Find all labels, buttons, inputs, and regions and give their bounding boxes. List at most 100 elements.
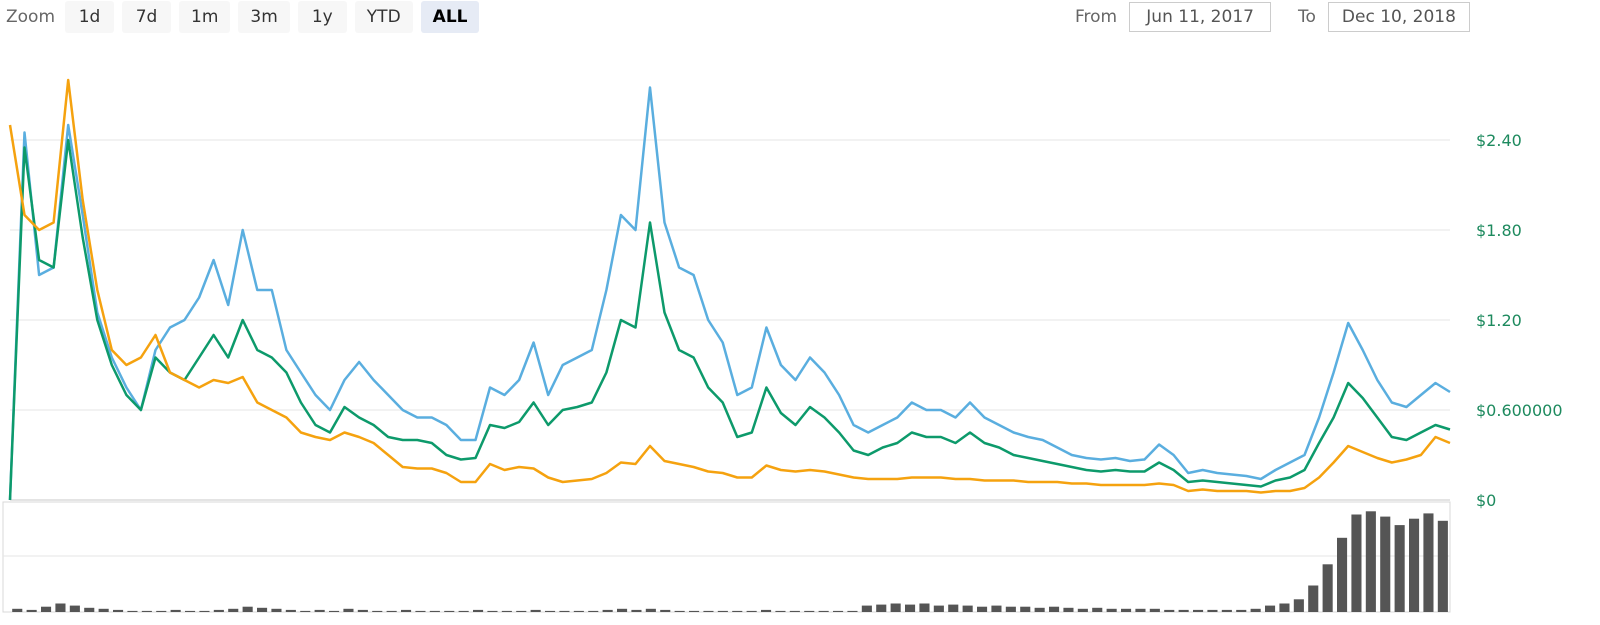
volume-bar xyxy=(473,609,484,612)
series-lines xyxy=(8,78,1451,501)
volume-bar xyxy=(1221,609,1232,612)
volume-bar xyxy=(818,610,829,612)
volume-bar xyxy=(689,610,700,612)
volume-bar xyxy=(156,610,167,612)
volume-bar xyxy=(977,606,988,612)
volume-bar xyxy=(530,609,541,612)
to-label: To xyxy=(1298,7,1316,27)
volume-bar xyxy=(1049,606,1060,612)
y-axis-labels: $0 $0.600000 $1.20 $1.80 $2.40 xyxy=(1476,131,1563,510)
zoom-button-3m[interactable]: 3m xyxy=(238,1,290,33)
volume-bar xyxy=(199,610,210,612)
series-line-2 xyxy=(8,138,1451,501)
zoom-button-1m[interactable]: 1m xyxy=(179,1,231,33)
volume-bar xyxy=(69,605,80,612)
volume-bar xyxy=(775,610,786,612)
volume-bar xyxy=(1437,520,1448,612)
zoom-button-7d[interactable]: 7d xyxy=(122,1,172,33)
volume-bar xyxy=(314,609,325,612)
volume-bar xyxy=(113,609,124,612)
y-tick-label: $0 xyxy=(1476,491,1496,510)
volume-bar xyxy=(833,610,844,612)
volume-bar xyxy=(1337,537,1348,612)
volume-bar xyxy=(429,610,440,612)
volume-bar xyxy=(703,610,714,612)
volume-bar xyxy=(1178,609,1189,612)
volume-bar xyxy=(329,610,340,612)
zoom-button-ytd[interactable]: YTD xyxy=(354,1,413,33)
volume-bar xyxy=(1149,608,1160,612)
volume-bar xyxy=(343,608,354,612)
volume-bar xyxy=(1380,516,1391,612)
volume-bar xyxy=(501,610,512,612)
volume-bar xyxy=(1164,609,1175,612)
volume-bar xyxy=(545,610,556,612)
volume-bar xyxy=(300,610,311,612)
grid-lines xyxy=(10,139,1450,501)
volume-bar xyxy=(1365,511,1376,612)
volume-bar xyxy=(645,608,656,612)
volume-bar xyxy=(242,606,253,612)
volume-bar xyxy=(948,604,959,612)
volume-bar xyxy=(1106,608,1117,612)
volume-bar xyxy=(732,610,743,612)
volume-bar xyxy=(12,608,23,612)
volume-bar xyxy=(213,609,224,612)
volume-bar xyxy=(1351,514,1362,612)
volume-bar xyxy=(487,610,498,612)
volume-bar xyxy=(285,609,296,612)
zoom-label: Zoom xyxy=(6,7,56,27)
zoom-button-1y[interactable]: 1y xyxy=(297,1,347,33)
navigator xyxy=(2,501,1451,613)
volume-bar xyxy=(890,603,901,612)
volume-bar xyxy=(1121,608,1132,612)
from-label: From xyxy=(1075,7,1118,27)
navigator-frame[interactable] xyxy=(2,501,1451,613)
volume-bar xyxy=(1409,518,1420,612)
volume-bar xyxy=(1005,606,1016,612)
from-date-input[interactable] xyxy=(1129,2,1272,32)
volume-bar xyxy=(1322,564,1333,612)
volume-bar xyxy=(372,610,383,612)
to-date-input[interactable] xyxy=(1327,2,1470,32)
volume-bar xyxy=(674,610,685,612)
volume-bar xyxy=(516,610,527,612)
volume-bar xyxy=(401,609,412,612)
volume-bar xyxy=(1193,609,1204,612)
volume-bar xyxy=(26,609,37,612)
volume-bar xyxy=(919,603,930,612)
volume-bar xyxy=(170,609,181,612)
volume-bar xyxy=(1279,603,1290,612)
volume-bar xyxy=(141,610,152,612)
volume-bar xyxy=(98,608,109,612)
volume-bar xyxy=(789,610,800,612)
volume-bar xyxy=(602,609,613,612)
volume-bar xyxy=(1034,607,1045,612)
volume-bar xyxy=(905,604,916,612)
zoom-button-1d[interactable]: 1d xyxy=(65,1,115,33)
volume-bar xyxy=(1308,585,1319,612)
volume-bar xyxy=(257,607,268,612)
volume-bar xyxy=(1063,607,1074,612)
volume-bar xyxy=(415,610,426,612)
volume-bar xyxy=(357,609,368,612)
zoom-bar: Zoom 1d 7d 1m 3m 1y YTD ALL xyxy=(6,0,487,34)
volume-bar xyxy=(458,610,469,612)
volume-bar xyxy=(1250,608,1261,612)
date-range-from: From xyxy=(1075,0,1272,34)
volume-bar xyxy=(588,610,599,612)
volume-bar xyxy=(1293,599,1304,612)
zoom-button-all[interactable]: ALL xyxy=(420,1,480,33)
y-tick-label: $1.80 xyxy=(1476,221,1522,240)
volume-bar xyxy=(84,607,95,612)
volume-bar xyxy=(559,610,570,612)
y-tick-label: $0.600000 xyxy=(1476,401,1563,420)
volume-bar xyxy=(1423,513,1434,612)
volume-bar xyxy=(41,606,52,612)
volume-bar xyxy=(228,608,239,612)
volume-bar xyxy=(1207,609,1218,612)
volume-bar xyxy=(1092,607,1103,612)
volume-bar xyxy=(861,605,872,612)
volume-bar xyxy=(271,608,282,612)
volume-bar xyxy=(847,610,858,612)
